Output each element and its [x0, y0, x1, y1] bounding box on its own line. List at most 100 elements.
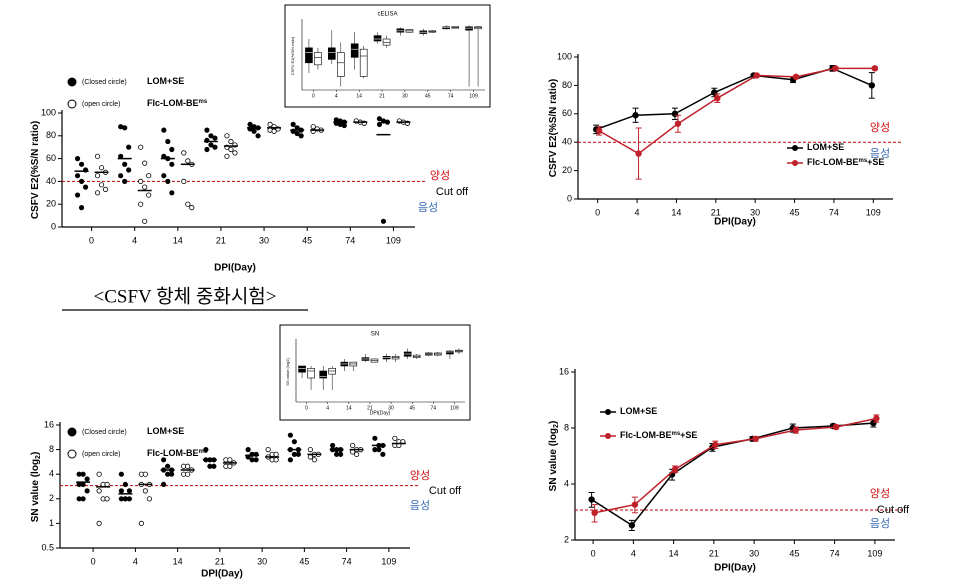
x-tick-label: 0: [591, 548, 596, 558]
data-point: [714, 94, 721, 102]
y-tick-label: 1: [49, 518, 54, 528]
data-point: [94, 153, 101, 159]
data-point: [142, 184, 148, 190]
y-axis-label-text: SN value (log2): [285, 358, 290, 386]
data-point: [122, 496, 128, 502]
data-point: [792, 73, 800, 81]
x-tick-label: 45: [299, 556, 309, 566]
y-tick-label: 4: [564, 478, 569, 488]
legend-suffix: +SE: [867, 157, 884, 167]
y-axis-label-text: CSFV E2(%S/N ratio): [548, 79, 559, 177]
inset-title: SN: [371, 332, 379, 338]
data-point: [832, 65, 839, 72]
data-point: [628, 522, 636, 529]
legend-name: LOM+SE: [620, 406, 657, 416]
y-tick-label: 20: [46, 199, 56, 209]
annotation-negative: 음성: [418, 201, 438, 214]
data-point: [267, 121, 273, 128]
x-tick-label: 0: [595, 207, 600, 217]
data-point: [80, 481, 86, 488]
x-tick-label: 4: [635, 207, 640, 217]
y-tick-label: 16: [559, 366, 569, 376]
data-point: [126, 488, 132, 494]
annotation-positive: 양성: [870, 487, 890, 500]
x-axis-label: DPI(Day): [201, 569, 243, 580]
data-point: [711, 89, 718, 96]
legend-marker: [67, 427, 77, 437]
legend-marker-label: (open circle): [82, 101, 121, 108]
legend-marker: [67, 449, 77, 459]
legend-name: LOM+SE: [147, 76, 184, 86]
x-tick-label: 109: [469, 93, 478, 99]
data-point: [118, 173, 124, 179]
annotation-cutoff: Cut off: [877, 504, 910, 516]
data-point: [161, 127, 167, 133]
box-body: [298, 365, 306, 373]
series-line: [591, 422, 874, 527]
annotation-cutoff: Cut off: [436, 186, 469, 198]
y-tick-label: 60: [562, 108, 572, 118]
data-point: [753, 72, 760, 79]
y-tick-label: 20: [562, 165, 572, 175]
series-line: [598, 67, 875, 155]
data-point: [350, 449, 356, 455]
x-tick-label: 4: [631, 548, 636, 558]
y-tick-label: 16: [44, 419, 54, 429]
data-point: [588, 496, 595, 503]
legend-marker-label: (open circle): [82, 451, 121, 458]
data-point: [181, 150, 187, 156]
legend-name: Flc-LOM-BE: [807, 157, 859, 167]
box-body: [382, 38, 391, 46]
data-point: [245, 446, 251, 453]
data-point: [161, 457, 167, 463]
legend-label: Flc-LOM-BEms+SE: [620, 430, 697, 440]
data-point: [84, 476, 90, 482]
data-point: [185, 471, 191, 477]
legend-label: Flc-LOM-BEms: [147, 98, 208, 108]
data-point: [142, 471, 148, 477]
x-axis-label: DPI(Day): [714, 217, 756, 228]
data-point: [165, 138, 171, 145]
data-point: [185, 158, 191, 164]
data-point: [265, 446, 271, 453]
box-body: [337, 52, 345, 77]
data-point: [228, 146, 234, 153]
data-point: [80, 471, 86, 477]
data-point: [253, 457, 259, 463]
x-tick-label: 74: [342, 556, 352, 566]
data-point: [287, 457, 293, 463]
legend-sup: ms: [672, 431, 681, 437]
x-tick-label: 74: [345, 235, 355, 245]
data-point: [712, 441, 719, 448]
legend-marker-label: (Closed circle): [82, 429, 127, 436]
data-point: [126, 167, 132, 173]
box-body: [373, 35, 382, 42]
data-point: [98, 182, 105, 188]
legend-marker: [67, 77, 77, 87]
y-tick-label: 0: [51, 221, 56, 231]
data-point: [185, 463, 191, 469]
y-tick-label: 40: [46, 176, 56, 186]
data-point: [96, 520, 102, 527]
box-body: [307, 368, 315, 379]
data-point: [94, 190, 101, 196]
x-tick-label: 21: [379, 93, 385, 99]
legend-label: LOM+SE: [147, 426, 184, 436]
data-point: [165, 178, 171, 184]
data-point: [78, 178, 85, 184]
data-point: [169, 146, 175, 153]
legend-marker-label: (Closed circle): [82, 79, 127, 86]
data-point: [873, 415, 880, 422]
y-tick-label: 0: [567, 193, 572, 203]
data-point: [273, 451, 279, 457]
box-body: [446, 350, 454, 355]
data-point: [204, 146, 210, 153]
data-point: [78, 161, 85, 167]
legend-marker: [792, 145, 798, 151]
x-axis-label: DPI(Day): [370, 410, 391, 416]
legend-sup: ms: [199, 449, 208, 455]
box-body: [465, 26, 473, 31]
data-point: [122, 125, 128, 131]
data-point: [74, 173, 81, 179]
